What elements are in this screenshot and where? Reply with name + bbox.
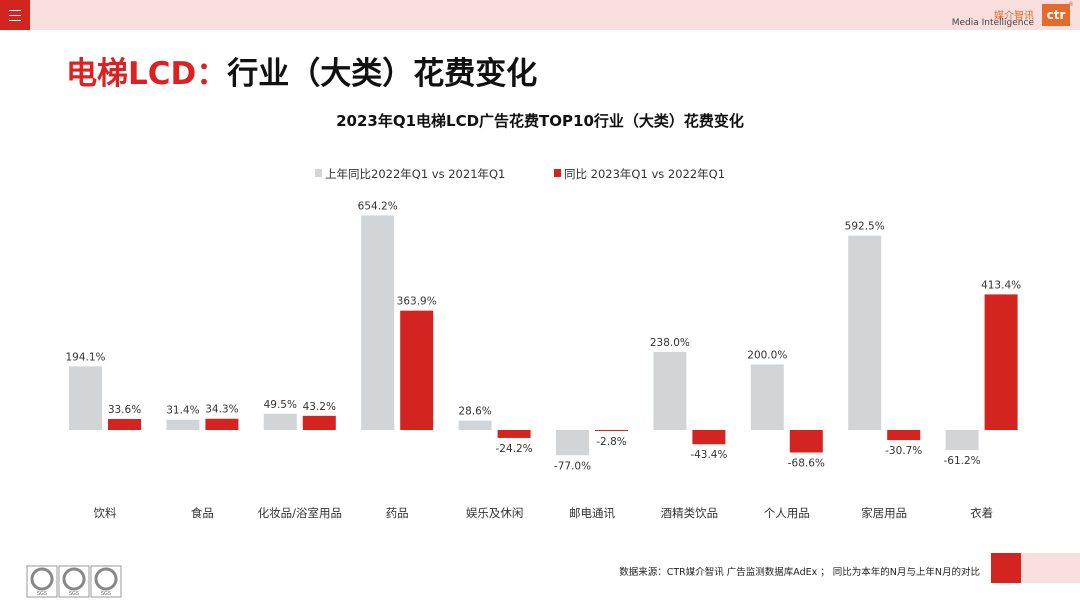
bar-1-7 xyxy=(653,351,687,430)
seal-label-1: SGS xyxy=(37,591,47,597)
data-label-2-7: -43.4% xyxy=(690,449,727,461)
logo-cn-text: 媒介智讯 xyxy=(994,11,1034,22)
legend-swatch-2 xyxy=(554,169,561,177)
bar-1-9 xyxy=(848,235,882,430)
ctr-logo: ctr xyxy=(1042,4,1070,26)
bar-1-10 xyxy=(945,430,979,451)
data-label-2-5: -24.2% xyxy=(496,443,533,455)
data-label-1-3: 49.5% xyxy=(264,399,297,411)
legend-label-2: 同比 2023年Q1 vs 2022年Q1 xyxy=(564,167,725,181)
category-label-4: 药品 xyxy=(386,506,409,520)
corner-pink-block xyxy=(1021,553,1080,583)
category-label-5: 娱乐及休闲 xyxy=(466,506,524,520)
bar-2-1 xyxy=(108,418,141,430)
bar-2-5 xyxy=(497,430,531,438)
corner-red-block xyxy=(991,553,1021,583)
data-label-1-1: 194.1% xyxy=(65,351,105,363)
category-label-8: 个人用品 xyxy=(764,506,810,520)
bar-2-4 xyxy=(400,310,434,430)
legend-swatch-1 xyxy=(315,169,322,177)
data-label-2-4: 363.9% xyxy=(397,296,437,308)
certification-seals: SGS SGS SGS xyxy=(26,565,122,598)
menu-icon[interactable] xyxy=(0,0,30,30)
category-label-2: 食品 xyxy=(191,506,214,520)
data-label-2-8: -68.6% xyxy=(788,458,825,470)
category-label-9: 家居用品 xyxy=(861,506,907,520)
data-label-1-8: 200.0% xyxy=(747,349,787,361)
bar-1-8 xyxy=(750,364,784,430)
category-label-1: 饮料 xyxy=(94,506,117,520)
top-band xyxy=(0,0,1080,30)
category-label-10: 衣着 xyxy=(970,506,993,520)
data-source-note: 数据来源：CTR媒介智讯 广告监测数据库AdEx ； 同比为本年的N月与上年N月… xyxy=(619,567,980,578)
chart-title: 2023年Q1电梯LCD广告花费TOP10行业（大类）花费变化 xyxy=(336,112,744,130)
category-label-3: 化妆品/浴室用品 xyxy=(258,506,342,520)
data-label-1-5: 28.6% xyxy=(458,406,491,418)
bar-1-3 xyxy=(263,413,297,430)
data-label-1-4: 654.2% xyxy=(358,200,398,212)
bar-2-6 xyxy=(595,430,628,431)
data-label-2-1: 33.6% xyxy=(108,404,141,416)
logo-en-text: Media Intelligence xyxy=(951,18,1034,28)
data-label-1-2: 31.4% xyxy=(166,405,199,417)
seal-label-2: SGS xyxy=(69,591,79,597)
bar-2-8 xyxy=(789,430,823,453)
seal-icon-3: SGS xyxy=(90,565,122,598)
data-label-1-9: 592.5% xyxy=(845,221,885,233)
data-label-2-6: -2.8% xyxy=(596,436,626,448)
bar-1-2 xyxy=(166,419,200,430)
seal-icon-2: SGS xyxy=(58,565,90,598)
bar-2-7 xyxy=(692,430,726,445)
page-title: 电梯LCD：行业（大类）花费变化 xyxy=(66,48,537,93)
seal-label-3: SGS xyxy=(101,591,111,597)
legend-label-1: 上年同比2022年Q1 vs 2021年Q1 xyxy=(325,167,505,181)
bar-chart: 上年同比2022年Q1 vs 2021年Q1 同比 2023年Q1 vs 2022… xyxy=(65,167,1021,520)
bar-2-2 xyxy=(205,418,239,430)
bar-1-4 xyxy=(361,215,395,430)
data-label-2-2: 34.3% xyxy=(205,404,238,416)
bar-1-1 xyxy=(69,366,102,430)
category-label-7: 酒精类饮品 xyxy=(661,506,719,520)
page-title-part1: 电梯LCD： xyxy=(66,56,228,92)
seal-icon-1: SGS xyxy=(26,565,58,598)
page-title-part2: 行业（大类）花费变化 xyxy=(227,56,538,92)
data-label-2-9: -30.7% xyxy=(885,445,922,457)
data-label-2-10: 413.4% xyxy=(981,279,1021,291)
bar-2-9 xyxy=(887,430,921,441)
data-label-2-3: 43.2% xyxy=(303,401,336,413)
bar-2-10 xyxy=(984,294,1018,430)
data-label-1-6: -77.0% xyxy=(554,460,591,472)
logo-registered-mark: ® xyxy=(1068,1,1074,8)
bar-2-3 xyxy=(302,415,336,430)
bar-1-6 xyxy=(556,430,589,456)
data-label-1-7: 238.0% xyxy=(650,337,690,349)
data-label-1-10: -61.2% xyxy=(944,455,981,467)
category-label-6: 邮电通讯 xyxy=(569,506,615,520)
bar-1-5 xyxy=(458,420,492,430)
